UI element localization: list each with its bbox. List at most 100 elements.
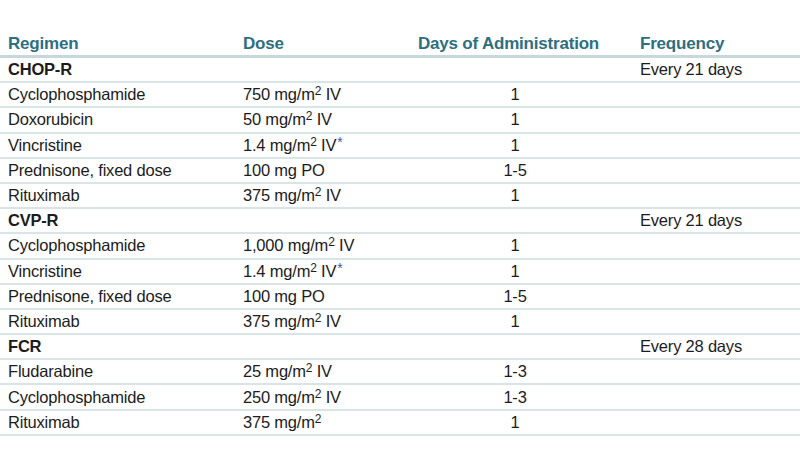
dose-value: 1.4 mg/m — [243, 136, 310, 154]
dose-superscript: 2 — [315, 412, 321, 426]
table-row: FCR Every 28 days — [0, 335, 800, 360]
regimen-cell: Doxorubicin — [8, 110, 243, 129]
regimen-cell: FCR — [8, 337, 243, 356]
dose-value: 750 mg/m — [243, 85, 315, 103]
days-cell: 1 — [418, 312, 612, 331]
table-row: Rituximab 375 mg/m2 1 — [0, 411, 800, 436]
dose-value: 50 mg/m — [243, 110, 306, 128]
table-row: Vincristine 1.4 mg/m2 IV* 1 — [0, 134, 800, 159]
regimen-cell: Prednisone, fixed dose — [8, 161, 243, 180]
table-row: Cyclophosphamide 250 mg/m2 IV 1-3 — [0, 385, 800, 410]
days-cell: 1-3 — [418, 362, 612, 381]
dose-cell: 375 mg/m2 IV — [243, 186, 418, 205]
dose-cell: 375 mg/m2 IV — [243, 312, 418, 331]
regimen-cell: Cyclophosphamide — [8, 388, 243, 407]
dose-value: 375 mg/m — [243, 413, 315, 431]
dose-route: IV — [321, 388, 341, 406]
regimen-cell: Prednisone, fixed dose — [8, 287, 243, 306]
dose-cell: 250 mg/m2 IV — [243, 388, 418, 407]
regimen-cell: Rituximab — [8, 186, 243, 205]
dose-value: 375 mg/m — [243, 312, 315, 330]
dose-route: IV — [317, 262, 337, 280]
dose-cell: 100 mg PO — [243, 161, 418, 180]
dose-cell: 25 mg/m2 IV — [243, 362, 418, 381]
dose-value: 250 mg/m — [243, 388, 315, 406]
table-row: CVP-R Every 21 days — [0, 209, 800, 234]
table-row: Prednisone, fixed dose 100 mg PO 1-5 — [0, 159, 800, 184]
regimen-cell: CHOP-R — [8, 60, 243, 79]
regimen-cell: Cyclophosphamide — [8, 236, 243, 255]
footnote-asterisk: * — [337, 134, 342, 150]
regimen-cell: Vincristine — [8, 262, 243, 281]
dose-cell — [243, 60, 418, 79]
dose-route: IV — [312, 110, 332, 128]
days-cell: 1 — [418, 85, 612, 104]
table-body: CHOP-R Every 21 days Cyclophosphamide 75… — [0, 58, 800, 436]
dose-value: 100 mg PO — [243, 161, 325, 179]
table-row: Vincristine 1.4 mg/m2 IV* 1 — [0, 260, 800, 285]
dose-superscript: 2 — [315, 185, 321, 199]
dose-superscript: 2 — [310, 261, 316, 275]
frequency-cell: Every 21 days — [612, 60, 800, 79]
dose-cell: 375 mg/m2 — [243, 413, 418, 432]
dose-route: IV — [312, 362, 332, 380]
dose-value: 1,000 mg/m — [243, 236, 328, 254]
dose-cell: 1.4 mg/m2 IV* — [243, 136, 418, 155]
dose-cell: 50 mg/m2 IV — [243, 110, 418, 129]
regimen-dosing-table: Regimen Dose Days of Administration Freq… — [0, 34, 800, 436]
table-row: Cyclophosphamide 1,000 mg/m2 IV 1 — [0, 234, 800, 259]
regimen-cell: CVP-R — [8, 211, 243, 230]
footnote-asterisk: * — [337, 260, 342, 276]
dose-superscript: 2 — [315, 84, 321, 98]
table-header-row: Regimen Dose Days of Administration Freq… — [0, 34, 800, 58]
table-row: Rituximab 375 mg/m2 IV 1 — [0, 310, 800, 335]
days-cell: 1 — [418, 262, 612, 281]
table-row: Rituximab 375 mg/m2 IV 1 — [0, 184, 800, 209]
dose-superscript: 2 — [310, 135, 316, 149]
regimen-cell: Rituximab — [8, 413, 243, 432]
dose-superscript: 2 — [315, 387, 321, 401]
regimen-cell: Fludarabine — [8, 362, 243, 381]
page: { "table": { "colors": { "header_text": … — [0, 0, 800, 476]
dose-route: IV — [321, 312, 341, 330]
dose-superscript: 2 — [306, 361, 312, 375]
header-regimen: Regimen — [8, 34, 243, 54]
regimen-cell: Rituximab — [8, 312, 243, 331]
dose-route: IV — [317, 136, 337, 154]
table-row: Cyclophosphamide 750 mg/m2 IV 1 — [0, 83, 800, 108]
dose-superscript: 2 — [315, 311, 321, 325]
dose-value: 375 mg/m — [243, 186, 315, 204]
days-cell: 1 — [418, 236, 612, 255]
days-cell: 1 — [418, 413, 612, 432]
frequency-cell: Every 28 days — [612, 337, 800, 356]
dose-superscript: 2 — [328, 235, 334, 249]
table-row: Fludarabine 25 mg/m2 IV 1-3 — [0, 360, 800, 385]
dose-cell: 100 mg PO — [243, 287, 418, 306]
table-row: CHOP-R Every 21 days — [0, 58, 800, 83]
header-days-of-administration: Days of Administration — [418, 34, 612, 54]
dose-value: 1.4 mg/m — [243, 262, 310, 280]
dose-superscript: 2 — [306, 109, 312, 123]
days-cell: 1-5 — [418, 161, 612, 180]
dose-value: 25 mg/m — [243, 362, 306, 380]
dose-cell — [243, 211, 418, 230]
dose-value: 100 mg PO — [243, 287, 325, 305]
dose-cell: 1,000 mg/m2 IV — [243, 236, 418, 255]
table-row: Doxorubicin 50 mg/m2 IV 1 — [0, 108, 800, 133]
days-cell: 1 — [418, 110, 612, 129]
regimen-cell: Vincristine — [8, 136, 243, 155]
dose-route: IV — [321, 186, 341, 204]
dose-route: IV — [321, 85, 341, 103]
regimen-cell: Cyclophosphamide — [8, 85, 243, 104]
dose-route: IV — [335, 236, 355, 254]
days-cell: 1-5 — [418, 287, 612, 306]
days-cell: 1 — [418, 186, 612, 205]
dose-cell: 750 mg/m2 IV — [243, 85, 418, 104]
table-row: Prednisone, fixed dose 100 mg PO 1-5 — [0, 285, 800, 310]
header-dose: Dose — [243, 34, 418, 54]
frequency-cell: Every 21 days — [612, 211, 800, 230]
days-cell: 1 — [418, 136, 612, 155]
header-frequency: Frequency — [612, 34, 800, 54]
dose-cell — [243, 337, 418, 356]
dose-cell: 1.4 mg/m2 IV* — [243, 262, 418, 281]
